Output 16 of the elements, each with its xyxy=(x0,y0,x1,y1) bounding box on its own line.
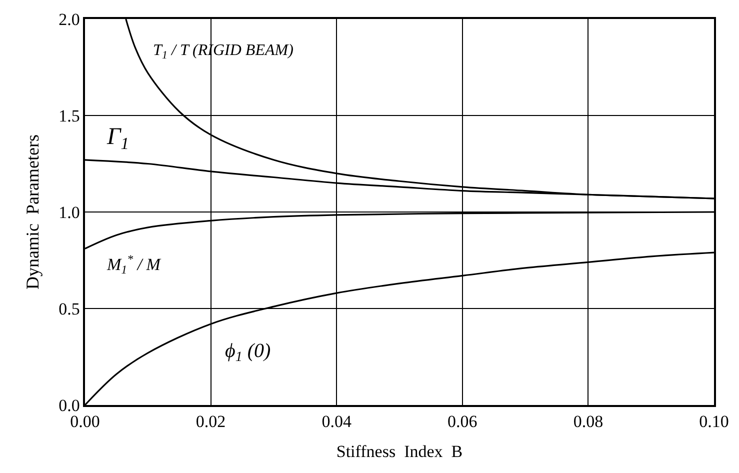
y-tick-label: 2.0 xyxy=(58,10,80,29)
y-tick-label: 0.5 xyxy=(58,299,80,318)
x-tick-label: 0.06 xyxy=(448,412,478,432)
x-axis-title: Stiffness Index B xyxy=(336,442,463,462)
x-tick-label: 0.08 xyxy=(573,412,604,432)
y-axis-title: Dynamic Parameters xyxy=(22,134,42,290)
series-label: ϕ$_{1}$ (0) xyxy=(225,340,272,366)
series-label: Γ$_{1}$ xyxy=(106,124,130,154)
x-tick-label: 0.02 xyxy=(196,412,226,432)
y-tick-label: 1.5 xyxy=(58,106,80,126)
x-tick-label: 0.00 xyxy=(70,412,100,432)
x-tick-label: 0.04 xyxy=(322,412,352,432)
x-tick-label: 0.10 xyxy=(699,412,729,432)
y-tick-label: 0.0 xyxy=(58,396,80,415)
series-label: M$_{1}$$^{*}$ / M xyxy=(106,252,162,277)
y-tick-label: 1.0 xyxy=(58,202,80,222)
